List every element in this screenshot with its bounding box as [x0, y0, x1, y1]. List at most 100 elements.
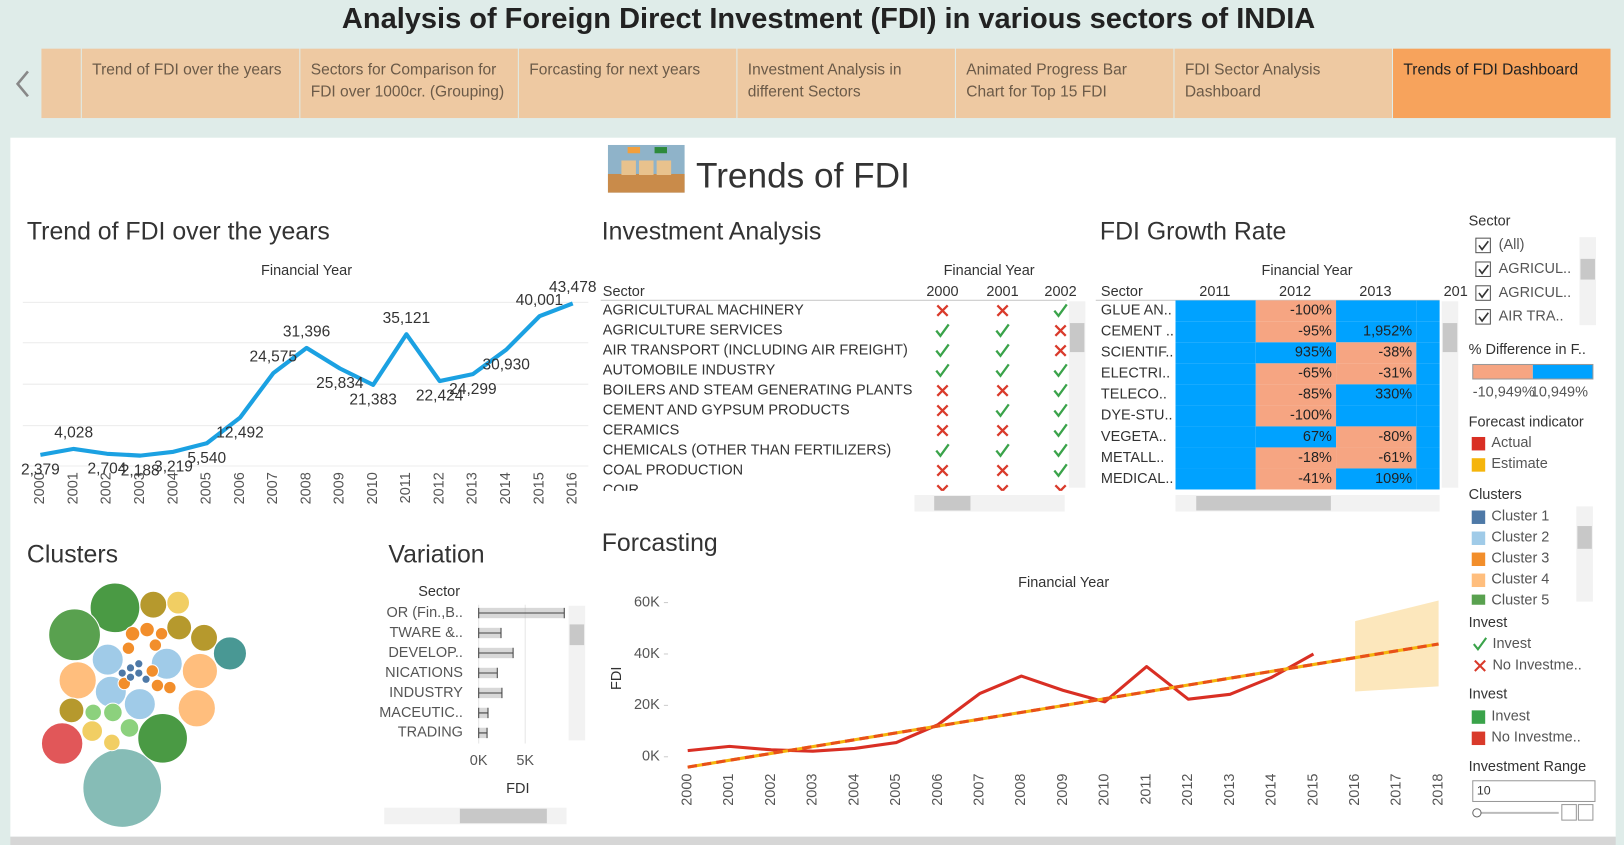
tab[interactable]: Forcasting for next years: [518, 48, 737, 119]
cell-value: -18%: [1298, 450, 1332, 466]
cell-value: -85%: [1298, 387, 1332, 403]
tab[interactable]: Sectors for Comparison for FDI over 1000…: [300, 48, 518, 119]
check-icon: [935, 443, 950, 458]
tab[interactable]: Investment Analysis in different Sectors: [737, 48, 955, 119]
y-tick-label: MACEUTIC..: [379, 705, 463, 721]
x-tick-label: 5K: [516, 753, 534, 769]
y-tick-label: INDUSTRY: [389, 685, 463, 701]
row-label: SCIENTIF..: [1101, 345, 1173, 361]
cell: [1336, 300, 1417, 322]
table-body: GLUE AN.. -100% CEMENT .. -95% 1,952% SCIENTI…: [1101, 300, 1440, 490]
cell: [1175, 363, 1256, 385]
check-icon: [1053, 423, 1068, 438]
x-tick-label: 2012: [431, 472, 447, 504]
x-tick-label: 2014: [1264, 774, 1280, 806]
cell: [1255, 342, 1337, 364]
cross-icon: [996, 304, 1009, 317]
legend-swatch: [1471, 552, 1486, 567]
tab[interactable]: Animated Progress Bar Chart for Top 15 F…: [955, 48, 1174, 119]
checkbox[interactable]: [1475, 237, 1491, 254]
cell: [1255, 426, 1337, 448]
range-control[interactable]: [1472, 780, 1596, 821]
whisker: [478, 667, 498, 679]
section-title: Forcasting: [602, 530, 718, 557]
row-label: DYE-STU..: [1101, 408, 1173, 424]
legend-label: Cluster 5: [1491, 593, 1549, 609]
cross-icon: [996, 464, 1009, 477]
y-tick-label: DEVELOP..: [388, 645, 463, 661]
row-label: VEGETA..: [1101, 429, 1167, 445]
row-label: CERAMICS: [603, 422, 679, 438]
cross-icon: [996, 424, 1009, 437]
checkbox[interactable]: [1475, 309, 1491, 325]
filter-item: AGRICUL..: [1499, 261, 1571, 277]
cell: [1175, 447, 1256, 469]
axis-title: Financial Year: [261, 263, 352, 279]
cell-value: -31%: [1378, 366, 1412, 382]
check-icon: [1053, 363, 1068, 378]
tab[interactable]: Trends of FDI Dashboard: [1393, 48, 1611, 119]
x-tick-label: 2000: [680, 774, 696, 806]
x-tick-label: 2002: [99, 472, 115, 504]
scrollbar[interactable]: [10, 836, 1616, 845]
legend-title: Invest: [1469, 687, 1508, 703]
column-label: 2013: [1359, 284, 1391, 300]
y-tick-label: OR (Fin.,B..: [386, 605, 462, 621]
x-tick-label: 2012: [1180, 774, 1196, 806]
legend-title: % Difference in F..: [1469, 342, 1586, 358]
back-arrow[interactable]: [10, 68, 35, 99]
data-label: 35,121: [383, 310, 430, 327]
cross-icon: [936, 384, 949, 397]
cluster-bubbles: [40, 582, 248, 828]
x-tick-label: 2001: [721, 774, 737, 806]
scrollbar[interactable]: [384, 237, 1597, 825]
legend-title: Invest: [1469, 615, 1508, 631]
tab[interactable]: FDI Sector Analysis Dashboard: [1174, 48, 1392, 119]
data-label: 2,188: [121, 462, 160, 479]
y-tick-label: 20K: [634, 697, 660, 713]
x-tick-label: 2010: [365, 472, 381, 504]
data-label: 5,540: [187, 450, 226, 467]
row-label: COIR: [603, 482, 639, 498]
row-label: COAL PRODUCTION: [603, 462, 743, 478]
legend-swatch: [1471, 510, 1486, 524]
cell: [1336, 447, 1417, 469]
section-title: FDI Growth Rate: [1100, 219, 1286, 246]
checkbox[interactable]: [1475, 285, 1491, 301]
cross-icon: [996, 484, 1009, 491]
tab[interactable]: Trend of FDI over the years: [81, 48, 300, 119]
dashboard-title: Trends of FDI: [696, 156, 910, 195]
x-tick-label: 2005: [888, 774, 904, 806]
row-label: ELECTRI..: [1101, 366, 1170, 382]
x-tick-label: 2013: [465, 472, 481, 504]
estimate-band: [1355, 600, 1439, 692]
y-tick-label: 60K: [634, 594, 660, 610]
x-tick-label: 2014: [498, 472, 514, 504]
checkmark: [1478, 264, 1489, 275]
x-tick-label: 2004: [165, 472, 181, 504]
cell: [1255, 468, 1337, 490]
whisker: [478, 687, 503, 699]
whisker: [478, 607, 565, 619]
cell: [1175, 321, 1256, 343]
section-title: Investment Analysis: [602, 219, 822, 246]
axis-title: Financial Year: [1018, 575, 1109, 591]
check-icon: [995, 403, 1010, 418]
checkbox[interactable]: [1475, 261, 1491, 277]
x-tick-label: 2018: [1430, 774, 1446, 806]
y-tick-label: 40K: [634, 646, 660, 662]
cell: [1416, 363, 1440, 385]
tab[interactable]: [41, 48, 81, 119]
legend-label: Estimate: [1491, 456, 1547, 472]
whisker: [478, 627, 502, 639]
y-tick-label: 0K: [642, 749, 660, 765]
y-tick-label: TWARE &..: [389, 625, 463, 641]
checkmark: [1478, 240, 1489, 251]
x-tick-label: 2006: [232, 472, 248, 504]
x-tick-label: 2017: [1389, 774, 1405, 806]
row-label: AGRICULTURE SERVICES: [603, 322, 783, 338]
cell: [1255, 321, 1337, 343]
data-label: 25,834: [316, 375, 364, 392]
row-label: AGRICULTURAL MACHINERY: [603, 302, 804, 318]
